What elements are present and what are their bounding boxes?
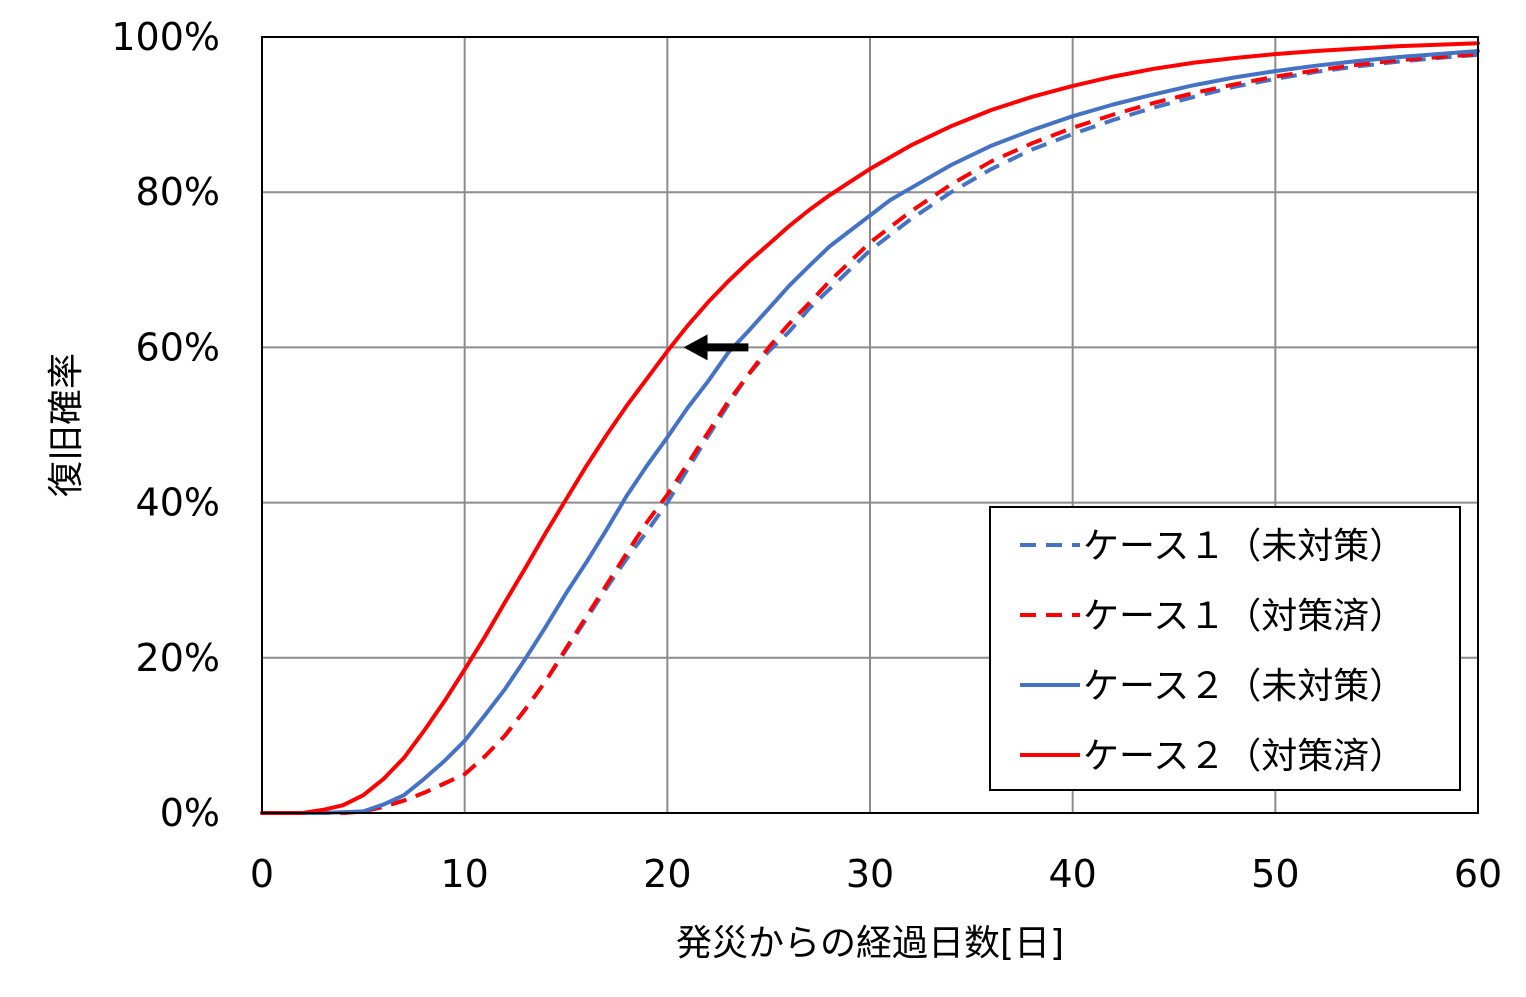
y-tick-label: 20% [136,636,220,680]
arrow-head [683,334,708,361]
legend-label-1: ケース１（未対策） [1083,526,1405,567]
x-tick-labels: 0 10 20 30 40 50 60 [250,852,1502,896]
series-line-4 [260,41,1480,815]
y-tick-label: 100% [111,15,220,59]
x-tick-label: 60 [1454,852,1502,896]
x-tick-label: 10 [440,852,488,896]
series-layer [260,41,1480,815]
y-tick-label: 40% [136,481,220,525]
series-line-2 [262,52,1479,815]
y-tick-label: 80% [136,170,220,214]
x-tick-label: 40 [1048,852,1096,896]
x-tick-label: 30 [846,852,894,896]
x-tick-label: 50 [1251,852,1299,896]
legend-box [989,506,1461,791]
y-axis-title: 復旧確率 [46,353,87,497]
legend-label-4: ケース２（対策済） [1083,736,1405,777]
y-tick-label: 60% [136,325,220,369]
plot-border [261,36,1479,814]
x-tick-label: 20 [643,852,691,896]
annotation-layer [683,334,749,361]
series-line-3 [260,49,1480,815]
legend: ケース１（未対策） ケース１（対策済） ケース２（未対策） ケース２（対策済） [989,506,1461,791]
y-tick-labels: 0% 20% 40% 60% 80% 100% [111,15,220,835]
x-tick-label: 0 [250,852,274,896]
legend-label-3: ケース２（未対策） [1083,666,1405,707]
legend-label-2: ケース１（対策済） [1083,596,1405,637]
x-axis-title: 発災からの経過日数[日] [676,923,1064,964]
y-tick-label: 0% [160,791,220,835]
